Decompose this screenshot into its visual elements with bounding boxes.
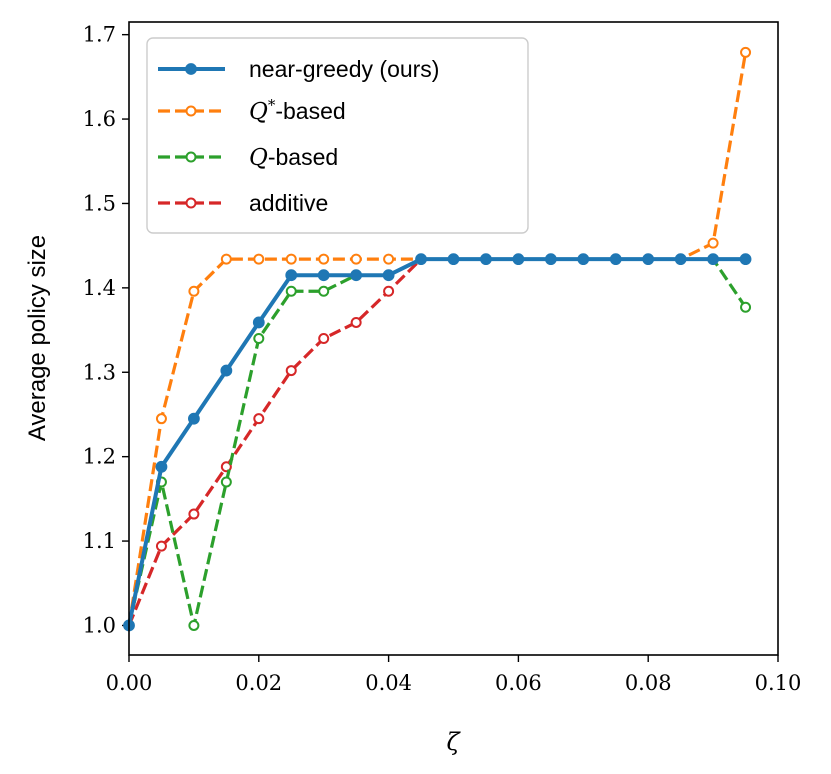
data-point-q-based bbox=[155, 413, 167, 425]
data-point-near-greedy-ours bbox=[642, 253, 655, 266]
data-point-q-based bbox=[188, 285, 200, 297]
y-tick-label: 1.2 bbox=[83, 445, 116, 469]
data-point-q-based bbox=[740, 301, 752, 313]
data-point-q-based bbox=[253, 253, 265, 265]
legend-box bbox=[146, 37, 529, 234]
data-point-additive bbox=[155, 540, 167, 552]
data-point-near-greedy-ours bbox=[220, 364, 233, 377]
y-tick-label: 1.6 bbox=[83, 107, 116, 131]
x-tick-label: 0.02 bbox=[235, 671, 282, 695]
y-tick-label: 1.3 bbox=[83, 360, 116, 384]
data-point-near-greedy-ours bbox=[609, 253, 622, 266]
legend-label-qstar-based: Q*-based bbox=[249, 96, 346, 125]
data-point-near-greedy-ours bbox=[382, 269, 395, 282]
x-tick-label: 0.00 bbox=[106, 671, 153, 695]
legend-marker-qstar-based bbox=[185, 105, 197, 117]
axes-ticks: 0.00 0.02 0.04 0.06 0.08 0.10 1.0 1.1 1.2 1.3 1.4 1… bbox=[83, 23, 802, 695]
legend-label-near-greedy: near-greedy (ours) bbox=[249, 56, 439, 82]
data-point-near-greedy-ours bbox=[285, 269, 298, 282]
data-point-q-based bbox=[285, 285, 297, 297]
legend-math-q-star: Q bbox=[249, 99, 268, 125]
data-point-additive bbox=[350, 316, 362, 328]
legend-math-star: * bbox=[268, 96, 276, 114]
data-point-near-greedy-ours bbox=[415, 253, 427, 266]
data-point-near-greedy-ours bbox=[187, 412, 200, 425]
y-axis-title: Average policy size bbox=[24, 235, 51, 441]
data-point-additive bbox=[188, 508, 200, 520]
legend-label-additive: additive bbox=[249, 190, 328, 216]
data-point-additive bbox=[318, 333, 330, 344]
legend: near-greedy (ours) Q*-based Q-based addi… bbox=[146, 37, 529, 234]
legend-label-q-based: Q-based bbox=[249, 144, 338, 171]
y-tick-label: 1.5 bbox=[83, 191, 116, 215]
data-point-additive bbox=[383, 285, 395, 297]
axes-frame bbox=[128, 21, 779, 656]
data-point-q-based bbox=[220, 253, 232, 265]
legend-marker-near-greedy bbox=[185, 63, 197, 75]
legend-entry-near-greedy: near-greedy (ours) bbox=[158, 56, 439, 82]
data-point-q-based bbox=[350, 253, 362, 265]
data-point-q-based bbox=[188, 619, 200, 631]
y-tick-label: 1.0 bbox=[83, 613, 116, 637]
data-point-q-based bbox=[318, 253, 330, 265]
data-point-near-greedy-ours bbox=[317, 269, 330, 282]
legend-entry-additive: additive bbox=[158, 190, 328, 216]
data-point-near-greedy-ours bbox=[512, 253, 525, 266]
data-point-additive bbox=[220, 461, 232, 473]
data-point-near-greedy-ours bbox=[707, 253, 719, 266]
data-point-additive bbox=[253, 413, 265, 425]
data-point-near-greedy-ours bbox=[447, 253, 460, 266]
data-point-near-greedy-ours bbox=[739, 253, 752, 266]
legend-entry-qstar-based: Q*-based bbox=[158, 96, 346, 125]
data-point-near-greedy-ours bbox=[350, 269, 363, 282]
data-point-q-based bbox=[220, 476, 232, 488]
y-tick-label: 1.1 bbox=[83, 529, 116, 553]
data-point-near-greedy-ours bbox=[544, 253, 557, 266]
legend-suffix-q: -based bbox=[268, 144, 338, 170]
data-point-q-based bbox=[740, 46, 752, 58]
legend-marker-additive bbox=[185, 197, 197, 209]
legend-marker-q-based bbox=[185, 151, 197, 163]
x-axis-title: ζ bbox=[446, 728, 461, 756]
x-tick-label: 0.06 bbox=[495, 671, 542, 695]
data-point-q-based bbox=[253, 333, 265, 344]
data-point-q-based bbox=[318, 285, 330, 297]
data-point-q-based bbox=[383, 253, 395, 265]
legend-entry-q-based: Q-based bbox=[158, 144, 338, 171]
data-point-near-greedy-ours bbox=[480, 253, 492, 266]
y-tick-label: 1.4 bbox=[83, 276, 116, 300]
y-tick-label: 1.7 bbox=[83, 23, 116, 47]
x-tick-label: 0.04 bbox=[365, 671, 412, 695]
legend-suffix-qstar: -based bbox=[275, 98, 345, 124]
data-point-additive bbox=[285, 365, 297, 377]
x-tick-label: 0.08 bbox=[625, 671, 672, 695]
data-point-q-based bbox=[707, 237, 719, 249]
data-point-near-greedy-ours bbox=[155, 460, 168, 473]
data-point-q-based bbox=[285, 253, 297, 265]
plot-series bbox=[123, 46, 752, 632]
data-point-near-greedy-ours bbox=[577, 253, 590, 266]
data-point-near-greedy-ours bbox=[252, 316, 265, 329]
data-point-near-greedy-ours bbox=[674, 253, 687, 266]
legend-math-q: Q bbox=[249, 145, 268, 171]
x-tick-label: 0.10 bbox=[755, 671, 802, 695]
